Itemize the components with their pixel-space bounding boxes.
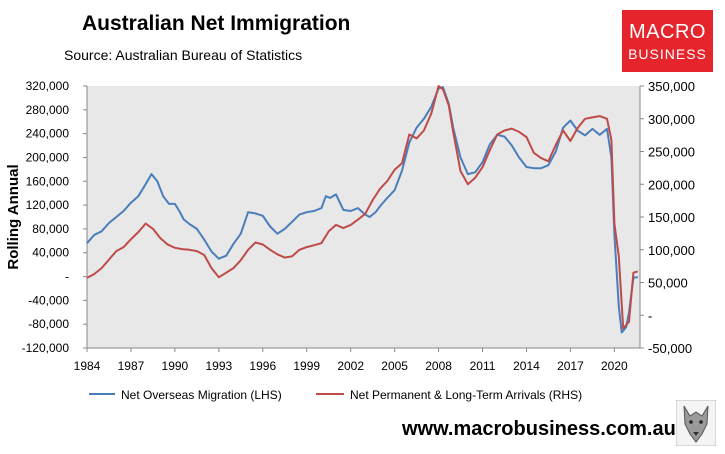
x-tick-label: 1999 — [293, 359, 320, 373]
x-tick-label: 1987 — [118, 359, 145, 373]
x-tick-label: 2014 — [513, 359, 540, 373]
y-left-tick-label: 160,000 — [26, 174, 70, 188]
y-left-tick-label: -120,000 — [22, 341, 70, 355]
series-line-nom — [86, 86, 638, 334]
chart-source: Source: Australian Bureau of Statistics — [64, 47, 303, 63]
footer-url[interactable]: www.macrobusiness.com.au — [402, 418, 676, 440]
y-right-tick-label: - — [648, 308, 652, 323]
x-tick-label: 2020 — [601, 359, 628, 373]
x-tick-label: 2005 — [381, 359, 408, 373]
y-right-tick-label: 50,000 — [648, 276, 688, 291]
x-tick-label: 2008 — [425, 359, 452, 373]
macrobusiness-logo[interactable]: MACRO BUSINESS — [622, 10, 713, 72]
y-left-tick-label: 280,000 — [26, 103, 70, 117]
x-tick-label: 1990 — [162, 359, 189, 373]
y-left-tick-label: -80,000 — [28, 317, 69, 331]
y-right-tick-label: 350,000 — [648, 79, 695, 94]
y-right-tick-label: 200,000 — [648, 177, 695, 192]
y-left-tick-label: 320,000 — [26, 79, 70, 93]
y-right-tick-label: -50,000 — [648, 341, 692, 356]
y-axis-title: Rolling Annual — [5, 164, 22, 269]
x-tick-label: 2011 — [470, 359, 496, 373]
y-left-tick-label: 120,000 — [26, 198, 70, 212]
plot-area — [87, 86, 640, 348]
y-left-tick-label: -40,000 — [28, 293, 69, 307]
legend-label-nom: Net Overseas Migration (LHS) — [121, 388, 282, 402]
y-right-tick-label: 250,000 — [648, 145, 695, 160]
x-tick-label: 2002 — [337, 359, 364, 373]
x-tick-label: 2017 — [557, 359, 584, 373]
logo-line2: BUSINESS — [628, 46, 707, 62]
y-right-tick-label: 300,000 — [648, 112, 695, 127]
wolf-logo-icon — [676, 400, 716, 446]
y-left-tick-label: - — [65, 270, 69, 284]
logo-line1: MACRO — [629, 21, 706, 43]
y-left-tick-label: 40,000 — [32, 246, 69, 260]
y-right-tick-label: 150,000 — [648, 210, 695, 225]
series-line-arrivals — [86, 85, 639, 330]
x-tick-label: 1984 — [74, 359, 101, 373]
y-right-tick-label: 100,000 — [648, 243, 695, 258]
chart-title: Australian Net Immigration — [82, 12, 351, 35]
y-left-tick-label: 200,000 — [26, 150, 70, 164]
legend-label-arrivals: Net Permanent & Long-Term Arrivals (RHS) — [350, 388, 582, 402]
x-tick-label: 1996 — [249, 359, 276, 373]
x-tick-label: 1993 — [205, 359, 232, 373]
y-left-tick-label: 80,000 — [32, 222, 69, 236]
y-left-tick-label: 240,000 — [26, 127, 70, 141]
